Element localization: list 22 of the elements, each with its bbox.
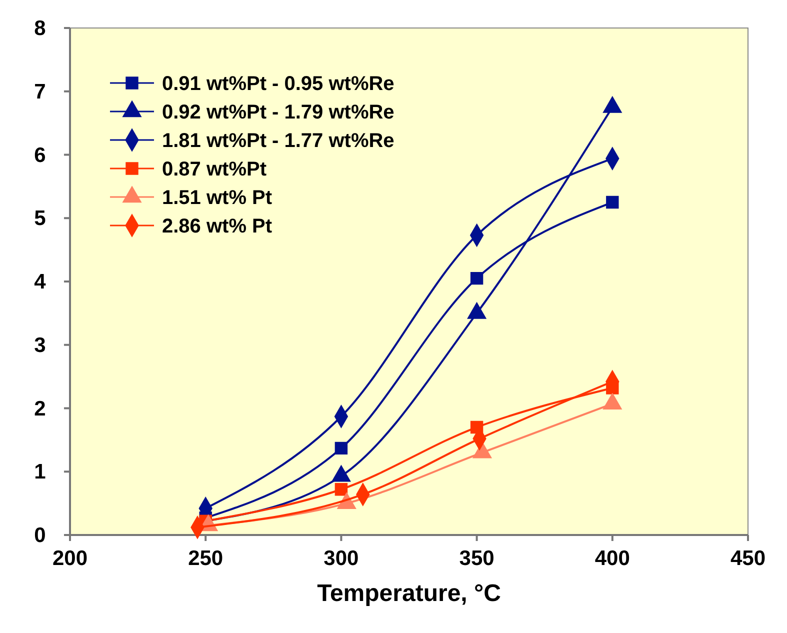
x-tick-label: 350: [459, 547, 494, 570]
y-tick-label: 6: [34, 144, 46, 167]
x-axis-title: Temperature, °C: [317, 580, 501, 607]
y-tick-label: 1: [34, 460, 46, 484]
x-tick-label: 300: [324, 547, 359, 570]
legend-label: 1.51 wt% Pt: [162, 187, 272, 209]
legend-label: 1.81 wt%Pt - 1.77 wt%Re: [162, 130, 394, 152]
legend-label: 0.91 wt%Pt - 0.95 wt%Re: [162, 73, 394, 95]
y-tick-label: 5: [34, 207, 46, 230]
y-tick-label: 2: [34, 397, 46, 420]
x-tick-label: 250: [188, 547, 224, 570]
x-tick-label: 450: [730, 547, 766, 570]
y-tick-label: 0: [34, 524, 46, 547]
legend-label: 2.86 wt% Pt: [162, 216, 272, 238]
y-tick-label: 8: [34, 17, 46, 40]
y-tick-label: 7: [34, 80, 46, 104]
x-tick-label: 200: [52, 547, 88, 570]
y-tick-label: 3: [34, 334, 46, 357]
y-tick-label: 4: [34, 270, 46, 294]
legend-label: 0.87 wt%Pt: [162, 158, 267, 180]
legend-label: 0.92 wt%Pt - 1.79 wt%Re: [162, 102, 394, 124]
x-tick-label: 400: [594, 547, 630, 570]
